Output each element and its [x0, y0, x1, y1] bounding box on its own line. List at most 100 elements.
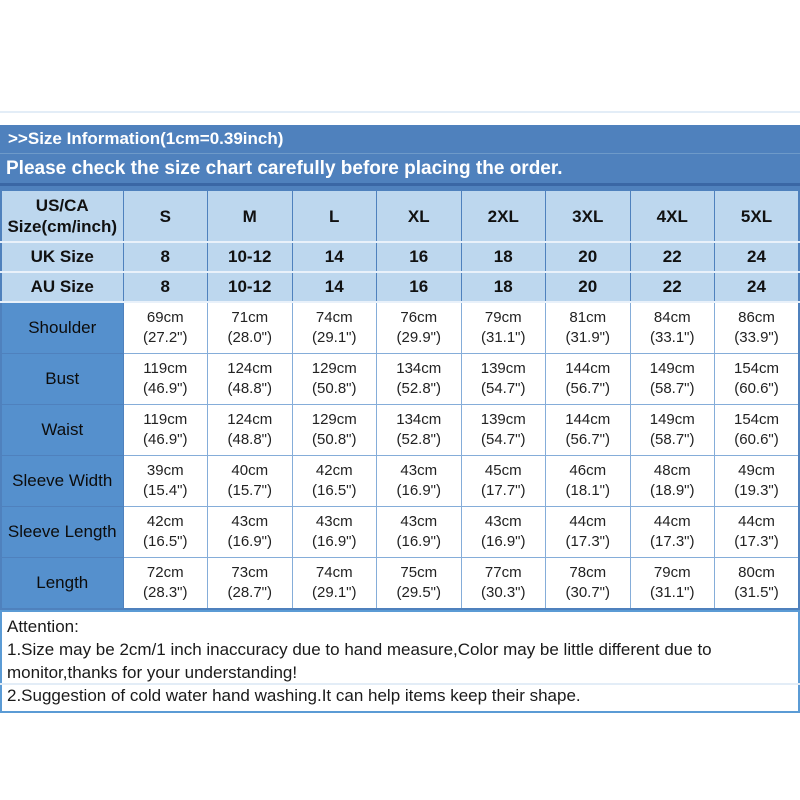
measurement-cell: 144cm (56.7")	[545, 353, 631, 405]
measurement-cell: 43cm (16.9")	[460, 506, 546, 558]
au-size-value: 22	[629, 271, 715, 303]
measurement-row-shoulder: Shoulder 69cm (27.2") 71cm (28.0") 74cm (29…	[0, 301, 800, 354]
uk-size-row: UK Size 8 10-12 14 16 18 20 22 24	[0, 241, 800, 273]
measurement-row-bust: Bust 119cm (46.9") 124cm (48.8") 129cm (50.…	[0, 353, 800, 405]
measurement-label: Waist	[0, 404, 124, 456]
size-information-banner: >>Size Information(1cm=0.39inch)	[0, 125, 800, 154]
uk-size-value: 16	[376, 241, 462, 273]
size-col-l: L	[291, 188, 377, 243]
au-size-label: AU Size	[0, 271, 124, 303]
size-col-4xl: 4XL	[629, 188, 715, 243]
attention-title: Attention:	[7, 617, 79, 636]
uk-size-label: UK Size	[0, 241, 124, 273]
measurement-label: Length	[0, 557, 124, 610]
measurement-cell: 42cm (16.5")	[122, 506, 208, 558]
measurement-cell: 48cm (18.9")	[629, 455, 715, 507]
measurement-cell: 119cm (46.9")	[122, 353, 208, 405]
measurement-cell: 40cm (15.7")	[207, 455, 293, 507]
measurement-cell: 72cm (28.3")	[122, 557, 208, 610]
measurement-cell: 86cm (33.9")	[714, 301, 800, 354]
au-size-value: 20	[545, 271, 631, 303]
measurement-row-sleeve-length: Sleeve Length 42cm (16.5") 43cm (16.9") 43…	[0, 506, 800, 558]
measurement-cell: 139cm (54.7")	[460, 404, 546, 456]
measurement-cell: 139cm (54.7")	[460, 353, 546, 405]
size-col-2xl: 2XL	[460, 188, 546, 243]
measurement-cell: 76cm (29.9")	[376, 301, 462, 354]
measurement-cell: 79cm (31.1")	[629, 557, 715, 610]
uk-size-value: 8	[122, 241, 208, 273]
uk-size-value: 14	[291, 241, 377, 273]
au-size-value: 10-12	[207, 271, 293, 303]
size-col-s: S	[122, 188, 208, 243]
uk-size-value: 22	[629, 241, 715, 273]
size-chart-warning-banner: Please check the size chart carefully be…	[0, 154, 800, 186]
measurement-cell: 73cm (28.7")	[207, 557, 293, 610]
measurement-cell: 39cm (15.4")	[122, 455, 208, 507]
measurement-cell: 43cm (16.9")	[376, 506, 462, 558]
measurement-cell: 129cm (50.8")	[291, 353, 377, 405]
measurement-cell: 149cm (58.7")	[629, 353, 715, 405]
measurement-cell: 49cm (19.3")	[714, 455, 800, 507]
size-col-xl: XL	[376, 188, 462, 243]
attention-box: Attention: 1.Size may be 2cm/1 inch inac…	[0, 610, 800, 713]
size-information-sheet: >>Size Information(1cm=0.39inch) Please …	[0, 125, 800, 713]
au-size-value: 14	[291, 271, 377, 303]
measurement-cell: 144cm (56.7")	[545, 404, 631, 456]
measurement-cell: 149cm (58.7")	[629, 404, 715, 456]
measurement-cell: 119cm (46.9")	[122, 404, 208, 456]
decor-bottom-line	[0, 683, 800, 685]
size-header-row: US/CA Size(cm/inch) S M L XL 2XL 3XL 4XL…	[0, 188, 800, 243]
measurement-label: Shoulder	[0, 301, 124, 354]
measurement-cell: 80cm (31.5")	[714, 557, 800, 610]
measurement-cell: 42cm (16.5")	[291, 455, 377, 507]
measurement-row-sleeve-width: Sleeve Width 39cm (15.4") 40cm (15.7") 42c…	[0, 455, 800, 507]
size-col-3xl: 3XL	[545, 188, 631, 243]
measurement-cell: 74cm (29.1")	[291, 557, 377, 610]
measurement-row-waist: Waist 119cm (46.9") 124cm (48.8") 129cm (50…	[0, 404, 800, 456]
measurement-cell: 43cm (16.9")	[291, 506, 377, 558]
measurement-cell: 74cm (29.1")	[291, 301, 377, 354]
size-col-m: M	[207, 188, 293, 243]
measurement-cell: 134cm (52.8")	[376, 353, 462, 405]
measurement-cell: 69cm (27.2")	[122, 301, 208, 354]
measurement-cell: 124cm (48.8")	[207, 404, 293, 456]
au-size-value: 18	[460, 271, 546, 303]
size-col-5xl: 5XL	[714, 188, 800, 243]
au-size-row: AU Size 8 10-12 14 16 18 20 22 24	[0, 271, 800, 303]
measurement-cell: 44cm (17.3")	[714, 506, 800, 558]
decor-top-line	[0, 111, 800, 113]
measurement-cell: 44cm (17.3")	[545, 506, 631, 558]
measurement-cell: 154cm (60.6")	[714, 353, 800, 405]
measurement-cell: 129cm (50.8")	[291, 404, 377, 456]
uk-size-value: 24	[714, 241, 800, 273]
measurement-label: Sleeve Width	[0, 455, 124, 507]
measurement-cell: 43cm (16.9")	[376, 455, 462, 507]
measurement-cell: 81cm (31.9")	[545, 301, 631, 354]
measurement-cell: 77cm (30.3")	[460, 557, 546, 610]
measurement-cell: 75cm (29.5")	[376, 557, 462, 610]
measurement-cell: 78cm (30.7")	[545, 557, 631, 610]
uk-size-value: 10-12	[207, 241, 293, 273]
measurement-cell: 71cm (28.0")	[207, 301, 293, 354]
uk-size-value: 18	[460, 241, 546, 273]
measurement-cell: 45cm (17.7")	[460, 455, 546, 507]
measurement-cell: 46cm (18.1")	[545, 455, 631, 507]
au-size-value: 16	[376, 271, 462, 303]
measurement-cell: 79cm (31.1")	[460, 301, 546, 354]
attention-note-1: 1.Size may be 2cm/1 inch inaccuracy due …	[7, 640, 712, 682]
measurement-cell: 124cm (48.8")	[207, 353, 293, 405]
measurement-cell: 84cm (33.1")	[629, 301, 715, 354]
measurement-cell: 43cm (16.9")	[207, 506, 293, 558]
measurement-cell: 44cm (17.3")	[629, 506, 715, 558]
measurement-row-length: Length 72cm (28.3") 73cm (28.7") 74cm (29.1…	[0, 557, 800, 610]
measurement-label: Sleeve Length	[0, 506, 124, 558]
corner-line2: Size(cm/inch)	[7, 217, 118, 236]
measurement-cell: 134cm (52.8")	[376, 404, 462, 456]
uk-size-value: 20	[545, 241, 631, 273]
corner-cell: US/CA Size(cm/inch)	[0, 188, 124, 243]
attention-note-2: 2.Suggestion of cold water hand washing.…	[7, 686, 581, 705]
size-chart-table: US/CA Size(cm/inch) S M L XL 2XL 3XL 4XL…	[0, 186, 800, 610]
measurement-cell: 154cm (60.6")	[714, 404, 800, 456]
au-size-value: 24	[714, 271, 800, 303]
corner-line1: US/CA	[35, 196, 89, 215]
